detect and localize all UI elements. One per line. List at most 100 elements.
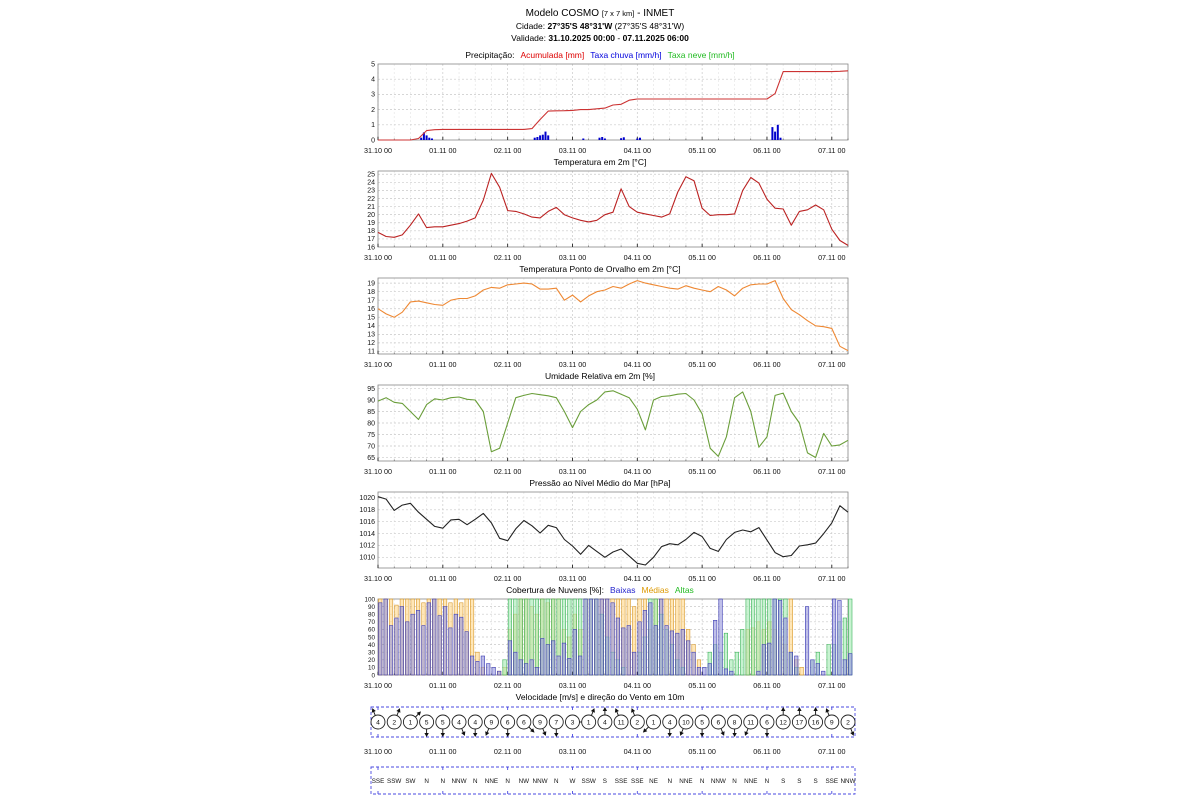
rain-rate-bars xyxy=(420,124,782,140)
svg-text:1: 1 xyxy=(409,719,413,726)
svg-text:50: 50 xyxy=(368,634,376,641)
precipitation-chart: 0 1 2 3 4 5 31.10 00 01.11 00 02.11 00 03.11 00 04… xyxy=(364,61,849,155)
chart-title-wind: Velocidade [m/s] e direção do Vento em 1… xyxy=(342,692,858,703)
svg-text:W: W xyxy=(570,778,576,785)
chart-title-dewpoint: Temperatura Ponto de Orvalho em 2m [°C] xyxy=(342,264,858,275)
svg-text:31.10 00: 31.10 00 xyxy=(364,467,392,476)
svg-text:80: 80 xyxy=(368,612,376,619)
header: Modelo COSMO [7 x 7 km] - INMET Cidade: … xyxy=(0,8,1200,44)
svg-text:02.11 00: 02.11 00 xyxy=(494,146,521,155)
svg-text:01.11 00: 01.11 00 xyxy=(429,360,456,369)
svg-text:NNW: NNW xyxy=(452,778,467,785)
x-axis-labels: 31.10 00 01.11 00 02.11 00 03.11 00 04.11 00… xyxy=(364,457,849,476)
svg-text:SSW: SSW xyxy=(387,778,401,785)
svg-text:05.11 00: 05.11 00 xyxy=(688,574,715,583)
city-label: Cidade: xyxy=(515,21,546,31)
svg-text:SSE: SSE xyxy=(631,778,644,785)
svg-text:02.11 00: 02.11 00 xyxy=(494,467,521,476)
svg-text:5: 5 xyxy=(425,719,429,726)
svg-text:18: 18 xyxy=(367,289,375,296)
svg-text:06.11 00: 06.11 00 xyxy=(753,747,780,756)
svg-text:05.11 00: 05.11 00 xyxy=(688,360,715,369)
chart-title-segment: Taxa neve [mm/h] xyxy=(667,50,735,60)
city-coordinates-paren: (27°35'S 48°31'W) xyxy=(614,21,685,31)
svg-text:N: N xyxy=(700,778,705,785)
svg-text:6: 6 xyxy=(716,719,720,726)
svg-text:2: 2 xyxy=(846,719,850,726)
chart-block-humidity: Umidade Relativa em 2m [%] 65 70 75 80 85 90 9… xyxy=(342,371,858,477)
chart-block-clouds: Cobertura de Nuvens [%]: Baixas Médias Alta… xyxy=(342,585,858,691)
svg-text:N: N xyxy=(732,778,737,785)
svg-text:6: 6 xyxy=(765,719,769,726)
x-axis-labels: 31.10 00 01.11 00 02.11 00 03.11 00 04.11 00… xyxy=(364,350,849,369)
city-line: Cidade: 27°35'S 48°31'W (27°35'S 48°31'W… xyxy=(0,20,1200,32)
svg-text:SSW: SSW xyxy=(582,778,596,785)
svg-text:90: 90 xyxy=(368,604,376,611)
svg-text:S: S xyxy=(603,778,607,785)
svg-text:02.11 00: 02.11 00 xyxy=(494,747,521,756)
svg-text:07.11 00: 07.11 00 xyxy=(818,146,845,155)
svg-text:06.11 00: 06.11 00 xyxy=(753,467,780,476)
svg-text:06.11 00: 06.11 00 xyxy=(753,681,780,690)
svg-text:17: 17 xyxy=(367,236,375,243)
svg-text:14: 14 xyxy=(367,323,375,330)
svg-text:03.11 00: 03.11 00 xyxy=(559,747,586,756)
y-axis-labels: 0 1 2 3 4 5 xyxy=(371,61,375,144)
model-grid-resolution: [7 x 7 km] xyxy=(601,9,635,18)
svg-text:1018: 1018 xyxy=(359,507,375,514)
svg-text:10: 10 xyxy=(682,719,690,726)
series-line xyxy=(377,172,849,246)
svg-text:04.11 00: 04.11 00 xyxy=(624,681,651,690)
svg-text:N: N xyxy=(505,778,510,785)
y-axis-labels: 1010 1012 1014 1016 1018 1020 xyxy=(359,495,375,561)
svg-text:6: 6 xyxy=(522,719,526,726)
svg-text:85: 85 xyxy=(367,409,375,416)
svg-text:5: 5 xyxy=(700,719,704,726)
svg-text:40: 40 xyxy=(368,642,376,649)
svg-text:23: 23 xyxy=(367,188,375,195)
svg-text:1014: 1014 xyxy=(359,531,375,538)
svg-text:S: S xyxy=(797,778,801,785)
svg-text:07.11 00: 07.11 00 xyxy=(818,681,845,690)
svg-text:65: 65 xyxy=(367,455,375,462)
svg-text:03.11 00: 03.11 00 xyxy=(559,467,586,476)
chart-title-segment: Baixas xyxy=(609,585,636,595)
svg-text:25: 25 xyxy=(367,172,375,179)
charts-column: Precipitação: Acumulada [mm] Taxa chuva [m… xyxy=(342,50,858,797)
svg-text:02.11 00: 02.11 00 xyxy=(494,574,521,583)
humidity-chart: 65 70 75 80 85 90 95 31.10 00 01.11 00 02.11 00 03… xyxy=(364,384,849,476)
svg-text:1016: 1016 xyxy=(359,519,375,526)
svg-text:9: 9 xyxy=(830,719,834,726)
wind-direction-row: SSE SSW SW N N NNW N NNE N NW NNW N W SSW S SSE SSE NE N NN… xyxy=(370,766,856,795)
y-axis-labels: 65 70 75 80 85 90 95 xyxy=(367,386,375,462)
svg-text:4: 4 xyxy=(668,719,672,726)
x-axis-labels: 31.10 00 01.11 00 02.11 00 03.11 00 04.11 00… xyxy=(364,243,849,262)
svg-text:20: 20 xyxy=(368,657,376,664)
svg-text:NNE: NNE xyxy=(485,778,498,785)
chart-block-temperature: Temperatura em 2m [°C] 16 17 18 19 20 21 22 23 2… xyxy=(342,157,858,263)
chart-title-segment: Pressão ao Nível Médio do Mar [hPa] xyxy=(529,478,671,488)
x-axis-labels: 31.10 00 01.11 00 02.11 00 03.11 00 04.11 00… xyxy=(364,564,849,583)
cloud-series-Baixas xyxy=(378,598,853,676)
svg-text:01.11 00: 01.11 00 xyxy=(429,574,456,583)
grid xyxy=(377,492,849,568)
svg-text:16: 16 xyxy=(367,244,375,251)
svg-text:31.10 00: 31.10 00 xyxy=(364,146,392,155)
svg-text:1: 1 xyxy=(652,719,656,726)
svg-text:05.11 00: 05.11 00 xyxy=(688,467,715,476)
svg-text:6: 6 xyxy=(506,719,510,726)
wind-x-labels: 31.10 00 01.11 00 02.11 00 03.11 00 04.11 00… xyxy=(364,747,846,756)
svg-text:22: 22 xyxy=(367,196,375,203)
svg-text:30: 30 xyxy=(368,650,376,657)
chart-title-clouds: Cobertura de Nuvens [%]: Baixas Médias Alta… xyxy=(342,585,858,596)
grid xyxy=(377,278,849,354)
svg-text:01.11 00: 01.11 00 xyxy=(429,467,456,476)
chart-title-segment: Médias xyxy=(641,585,669,595)
svg-text:01.11 00: 01.11 00 xyxy=(429,681,456,690)
svg-text:80: 80 xyxy=(367,420,375,427)
chart-title-temperature: Temperatura em 2m [°C] xyxy=(342,157,858,168)
svg-text:19: 19 xyxy=(367,280,375,287)
